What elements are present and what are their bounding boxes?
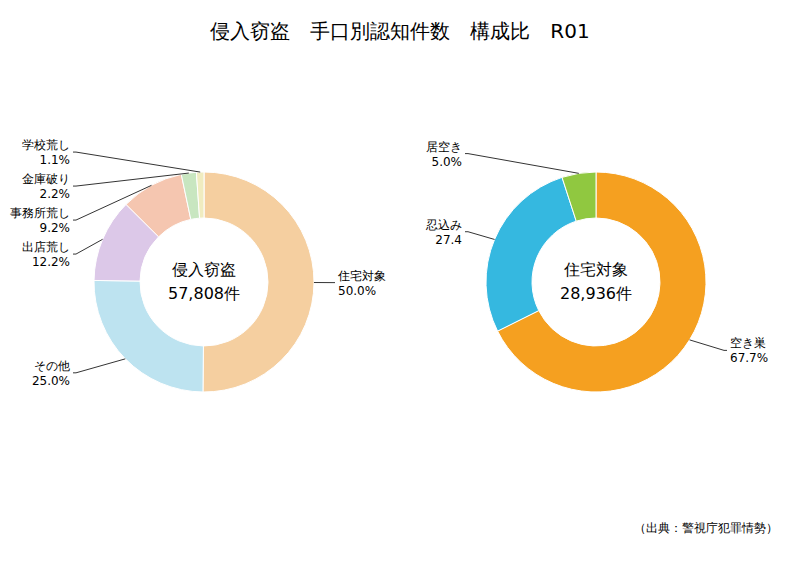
svg-text:金庫破り2.2%: 金庫破り2.2% — [22, 172, 70, 201]
html-text:28,936件: 28,936件 — [560, 284, 632, 303]
svg-text:空き巣67.7%: 空き巣67.7% — [730, 336, 768, 365]
svg-text:学校荒し1.1%: 学校荒し1.1% — [22, 138, 70, 167]
svg-text:居空き5.0%: 居空き5.0% — [426, 140, 462, 169]
html-text:住宅対象: 住宅対象 — [564, 260, 628, 279]
html-text:57,808件: 57,808件 — [168, 284, 240, 303]
html-text:侵入窃盗: 侵入窃盗 — [172, 260, 236, 279]
html-text:（出典：警視庁犯罪情勢）: （出典：警視庁犯罪情勢） — [634, 521, 778, 535]
svg-text:住宅対象50.0%: 住宅対象50.0% — [337, 269, 386, 298]
svg-text:忍込み27.4: 忍込み27.4 — [425, 218, 462, 247]
svg-text:事務所荒し9.2%: 事務所荒し9.2% — [10, 206, 70, 235]
svg-text:その他25.0%: その他25.0% — [32, 359, 70, 388]
html-text:侵入窃盗 手口別認知件数 構成比 R01: 侵入窃盗 手口別認知件数 構成比 R01 — [210, 19, 590, 43]
svg-text:出店荒し12.2%: 出店荒し12.2% — [22, 240, 70, 269]
